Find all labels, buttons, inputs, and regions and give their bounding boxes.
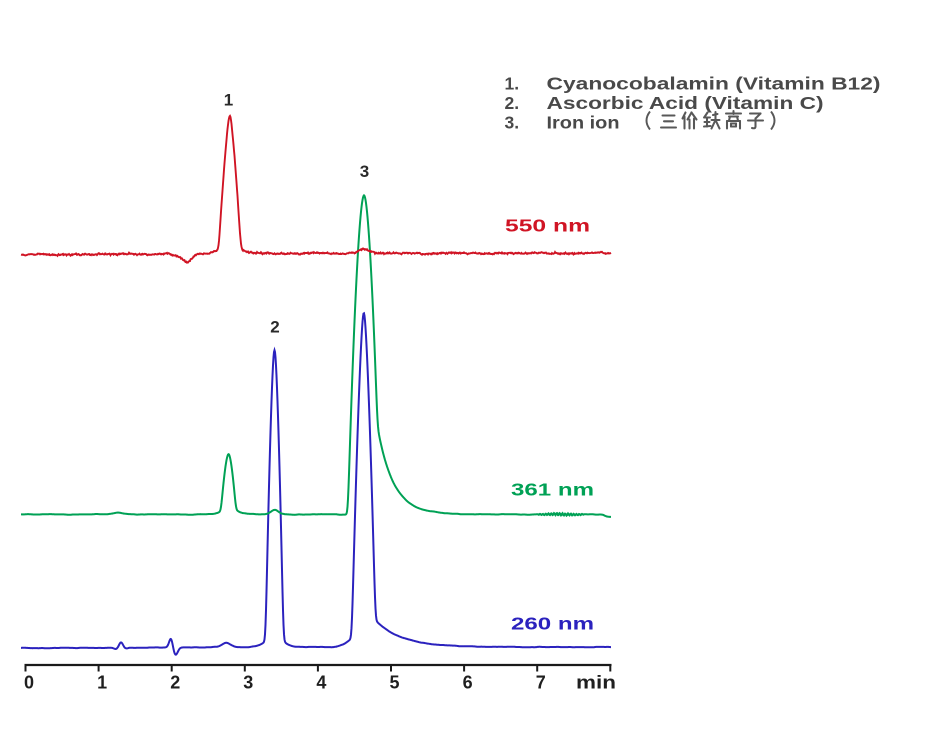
svg-text:3: 3 xyxy=(243,673,253,693)
svg-text:5: 5 xyxy=(389,673,399,693)
svg-text:3: 3 xyxy=(360,162,369,181)
svg-text:1: 1 xyxy=(97,673,107,693)
svg-text:Ascorbic Acid (Vitamin C): Ascorbic Acid (Vitamin C) xyxy=(547,93,824,113)
svg-text:550 nm: 550 nm xyxy=(505,216,590,236)
svg-text:260 nm: 260 nm xyxy=(511,614,594,634)
svg-text:Iron ion: Iron ion xyxy=(547,113,620,133)
svg-text:3.: 3. xyxy=(505,113,520,133)
svg-text:1.: 1. xyxy=(505,74,520,94)
svg-text:2: 2 xyxy=(270,318,279,337)
svg-text:361 nm: 361 nm xyxy=(511,480,594,500)
svg-text:1: 1 xyxy=(224,90,233,109)
svg-text:0: 0 xyxy=(24,673,34,693)
svg-text:2: 2 xyxy=(170,673,180,693)
svg-text:7: 7 xyxy=(536,673,546,693)
svg-text:4: 4 xyxy=(316,673,326,693)
svg-text:Cyanocobalamin (Vitamin B12): Cyanocobalamin (Vitamin B12) xyxy=(547,74,881,94)
svg-text:6: 6 xyxy=(463,673,473,693)
svg-text:2.: 2. xyxy=(505,93,520,113)
svg-text:min: min xyxy=(576,673,616,693)
